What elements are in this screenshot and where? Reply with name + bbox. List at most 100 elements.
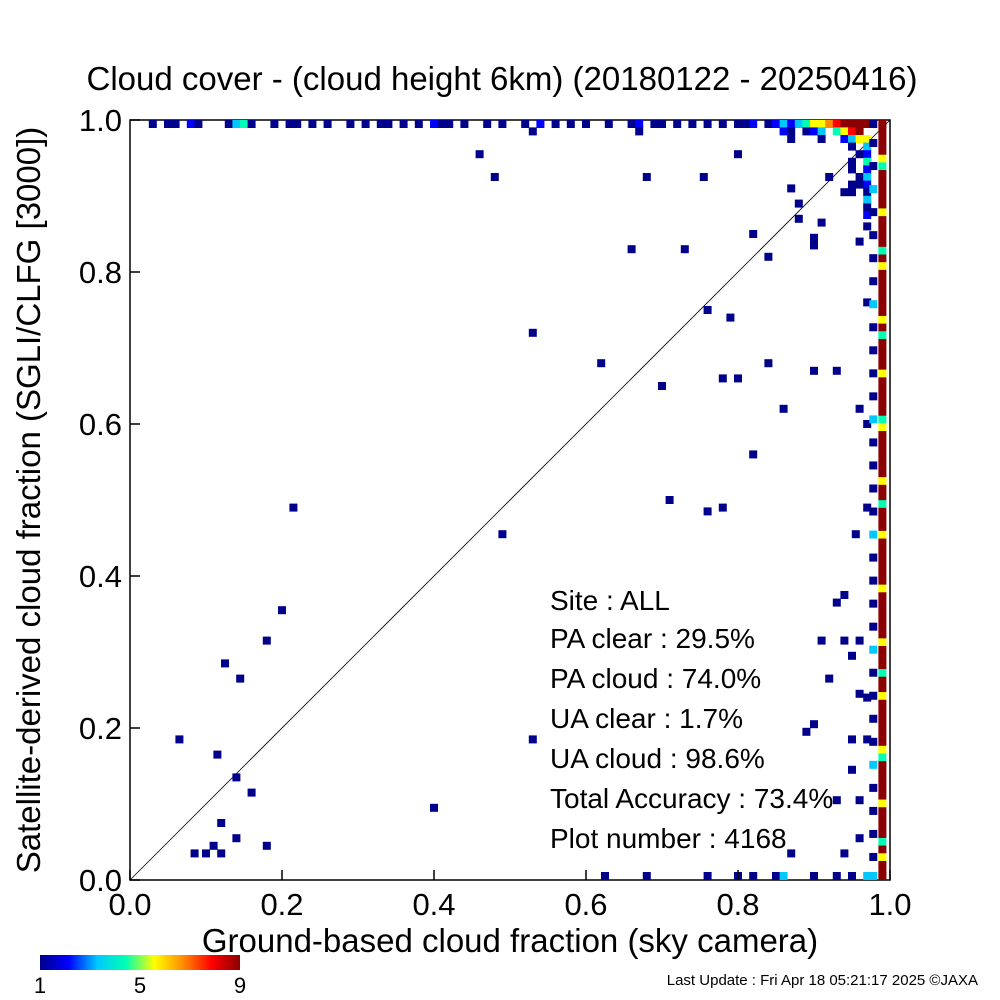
data-cell (445, 120, 454, 128)
right-column-cell (878, 346, 887, 355)
data-cell (817, 218, 826, 227)
data-cell (863, 203, 872, 212)
data-cell (498, 120, 507, 128)
x-axis-ticks: 0.0 0.2 0.4 0.6 0.8 1.0 (108, 870, 912, 922)
data-cell (734, 150, 742, 159)
right-column-cell (878, 162, 887, 171)
data-cell (810, 120, 818, 128)
data-cell (855, 796, 864, 805)
right-column-cell (878, 630, 887, 639)
data-cell (802, 120, 811, 128)
data-cell (848, 142, 856, 151)
right-column-cell (878, 684, 887, 693)
x-tick-label: 0.6 (564, 887, 607, 922)
data-cell (863, 120, 872, 128)
right-column-cell (878, 177, 887, 186)
right-column-cell (878, 384, 887, 393)
right-column-cell (878, 400, 887, 409)
right-column-cell (878, 553, 887, 562)
data-cell (528, 328, 537, 337)
data-cell (293, 120, 302, 128)
data-cell (232, 834, 241, 843)
data-cell (308, 120, 317, 128)
data-cell (209, 841, 218, 850)
data-cell (863, 872, 872, 880)
right-column-cell (878, 154, 887, 163)
near-right-column-cell (869, 737, 878, 746)
data-cell (863, 503, 872, 512)
data-cell (680, 245, 689, 254)
data-cell (810, 233, 818, 242)
data-cell (236, 674, 245, 683)
data-cell (240, 120, 248, 128)
right-column-cell (878, 377, 887, 386)
data-cell (658, 382, 666, 390)
right-column-cell (878, 484, 887, 493)
data-cell (232, 120, 241, 128)
right-column-cell (878, 323, 887, 332)
data-cell (521, 120, 530, 128)
right-column-cell (878, 254, 887, 263)
data-cell (186, 120, 195, 128)
data-cell (247, 788, 256, 797)
data-cell (851, 530, 860, 539)
right-column-cell (878, 730, 887, 739)
data-cell (840, 636, 849, 645)
data-cell (787, 135, 796, 143)
data-cell (855, 173, 864, 181)
right-column-cell (878, 515, 887, 524)
data-cell (855, 636, 864, 645)
near-right-column-cell (869, 369, 878, 378)
right-column-cell (878, 499, 887, 508)
near-right-column-cell (869, 806, 878, 815)
data-cell (817, 127, 826, 136)
right-column-cell (878, 599, 887, 608)
near-right-column-cell (869, 553, 878, 562)
near-right-column-cell (869, 714, 878, 723)
data-cell (749, 872, 758, 880)
data-cell (817, 120, 826, 128)
data-cell (863, 135, 872, 143)
data-cell (863, 298, 872, 307)
data-cell (779, 404, 788, 413)
plot-area: 0.0 0.2 0.4 0.6 0.8 1.0 0.0 0.2 0.4 0.6 0.8 1.0 (79, 103, 912, 922)
near-right-column-cell (869, 645, 878, 654)
right-column-cell (878, 591, 887, 600)
right-column-cell (878, 169, 887, 178)
near-right-column-cell (869, 392, 878, 401)
data-cell (855, 135, 864, 143)
right-column-cell (878, 829, 887, 838)
y-tick-label: 0.0 (79, 863, 122, 898)
data-cell (148, 120, 157, 128)
near-right-column-cell (869, 829, 878, 838)
data-cell (764, 120, 773, 128)
right-column-cell (878, 407, 887, 416)
right-column-cell (878, 185, 887, 194)
right-column-cell (878, 261, 887, 270)
y-axis-title: Satellite-derived cloud fraction (SGLI/C… (10, 127, 47, 874)
data-cell (190, 849, 199, 858)
data-cell (863, 173, 872, 181)
right-column-cell (878, 699, 887, 708)
data-cell (217, 849, 226, 858)
data-cell (825, 120, 834, 128)
near-right-column-cell (869, 139, 878, 148)
data-cell (665, 496, 674, 504)
right-column-cell (878, 315, 887, 324)
data-cell (840, 127, 849, 136)
data-cell (848, 135, 856, 143)
right-column-cell (878, 622, 887, 631)
data-cell (749, 230, 758, 238)
data-cell (863, 693, 872, 702)
data-cell (840, 120, 849, 128)
data-cell (855, 120, 864, 128)
data-cell (673, 120, 682, 128)
data-cell (825, 674, 834, 683)
data-cell (475, 150, 484, 159)
data-cell (779, 120, 788, 128)
data-cell (848, 165, 856, 174)
right-column-cell (878, 868, 887, 877)
data-cell (848, 157, 856, 166)
right-column-cell (878, 284, 887, 293)
data-cell (840, 591, 849, 599)
